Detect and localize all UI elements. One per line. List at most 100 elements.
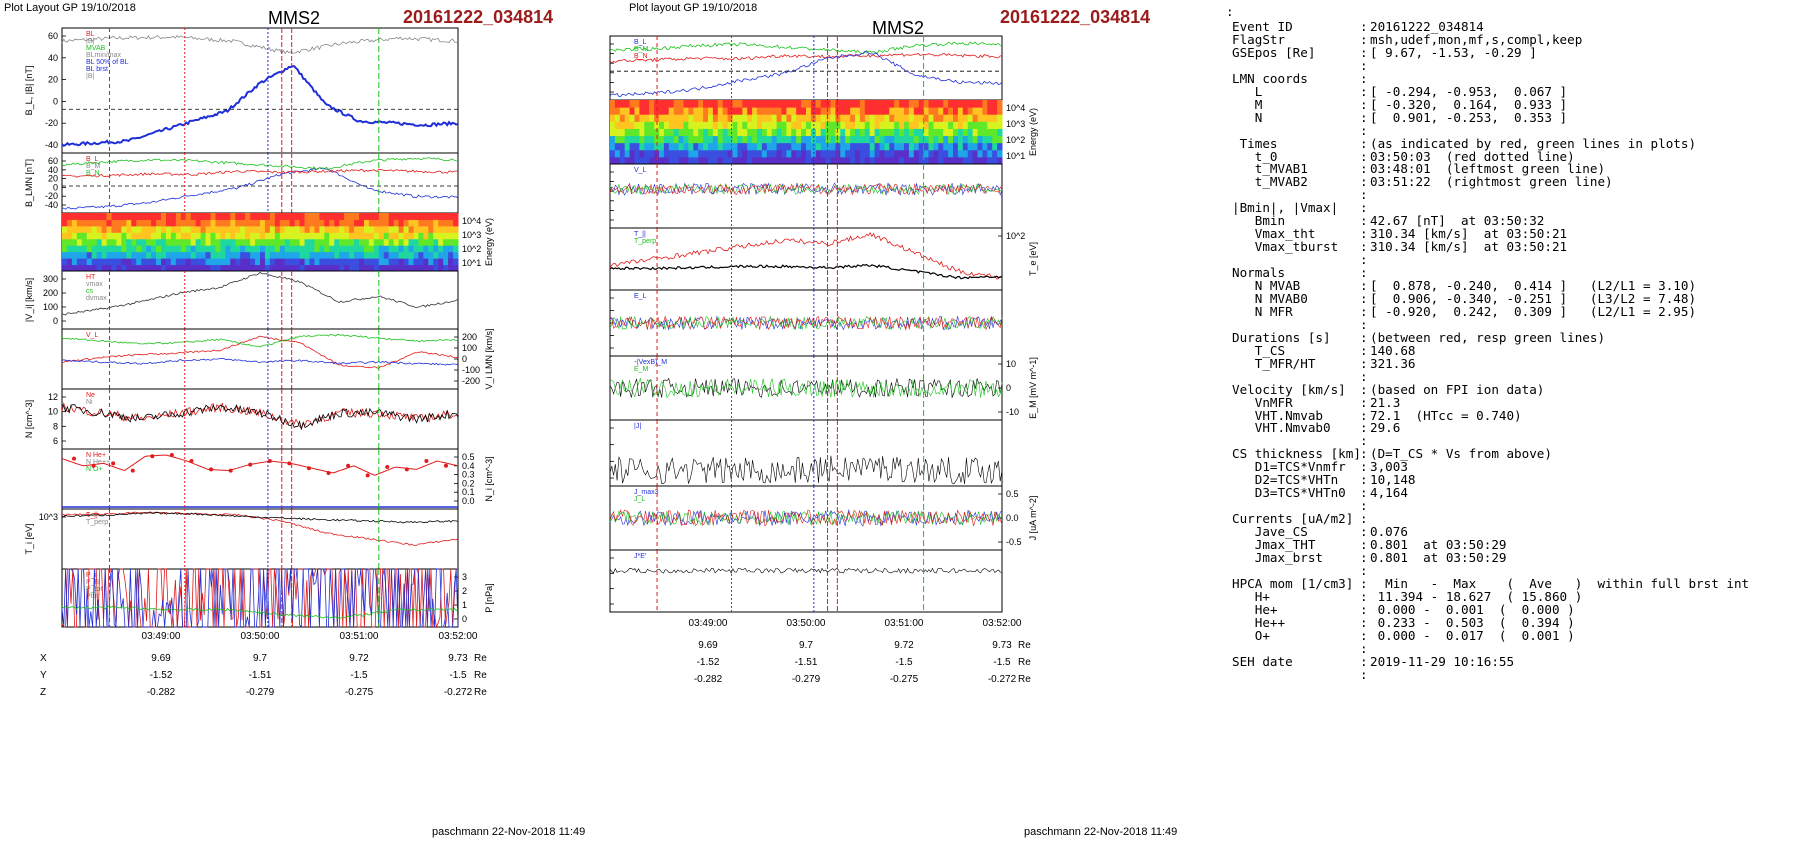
left-heat-cell	[225, 264, 231, 272]
left-heat-cell	[393, 264, 400, 272]
left-heat-cell	[111, 219, 117, 227]
left-ephem-label: X	[40, 653, 47, 664]
left-heat-cell	[151, 219, 157, 227]
mid-heat-cell	[752, 107, 758, 115]
mid-heat-cell	[801, 100, 807, 108]
left-heat-cell	[170, 232, 177, 240]
mid-heat-cell	[913, 156, 920, 165]
mid-heat-cell	[967, 156, 974, 165]
mid-heat-cell	[634, 107, 640, 115]
mid-heat-cell	[923, 156, 929, 165]
mid-heat-cell	[624, 156, 631, 165]
left-heat-cell	[86, 245, 93, 253]
mid-heat-cell	[894, 107, 900, 115]
left-heat-cell	[190, 245, 197, 253]
mid-heat-cell	[801, 107, 807, 115]
left-heat-cell	[443, 219, 449, 227]
mid-series-VeL	[609, 182, 1003, 196]
mid-heat-cell	[830, 135, 836, 144]
info-colon: :	[1360, 109, 1368, 125]
mid-heat-cell	[614, 107, 621, 115]
left-heat-cell	[76, 258, 83, 266]
left-heat-cell	[359, 251, 365, 259]
mid-heat-cell	[757, 100, 763, 108]
left-heat-cell	[240, 245, 246, 253]
left-heat-cell	[289, 245, 296, 253]
mid-heat-cell	[703, 135, 709, 144]
left-heat-cell	[349, 251, 355, 259]
info-colon: :	[1360, 148, 1368, 164]
mid-heat-cell	[732, 156, 738, 165]
mid-heat-cell	[634, 149, 640, 158]
mid-heat-cell	[654, 142, 660, 151]
left-heat-cell	[170, 245, 177, 253]
mid-heat-cell	[825, 121, 831, 129]
mid-heat-cell	[732, 114, 738, 122]
mid-heat-cell	[859, 149, 866, 158]
left-heat-cell	[304, 264, 310, 272]
left-heat-cell	[62, 258, 68, 266]
mid-heat-cell	[747, 121, 753, 129]
left-heat-cell	[413, 219, 419, 227]
mid-heat-cell	[742, 128, 748, 137]
mid-heat-cell	[712, 100, 719, 108]
mid-heat-cell	[840, 107, 846, 115]
left-ytick-label: 0.0	[462, 496, 475, 506]
left-heat-cell	[230, 258, 236, 266]
left-footer: paschmann 22-Nov-2018 11:49	[432, 826, 586, 838]
mid-heat-cell	[830, 114, 836, 122]
info-value: 0.076	[1370, 524, 1408, 540]
mid-heat-cell	[766, 121, 773, 129]
mid-heat-cell	[639, 121, 645, 129]
mid-heat-cell	[810, 135, 817, 144]
mid-heat-cell	[757, 142, 763, 151]
left-series-B_L	[61, 167, 459, 210]
left-heat-cell	[279, 232, 286, 240]
mid-ylabel: T_e [eV]	[1028, 242, 1038, 276]
left-heat-cell	[344, 258, 350, 266]
left-heat-cell	[438, 264, 444, 272]
left-ylabel: P [nPa]	[484, 583, 494, 612]
mid-heat-cell	[619, 128, 626, 137]
left-heat-cell	[309, 245, 315, 253]
mid-heat-cell	[693, 142, 699, 151]
left-heat-cell	[195, 232, 202, 240]
mid-heat-cell	[644, 156, 650, 165]
left-heat-cell	[448, 238, 454, 246]
left-heat-cell	[373, 238, 380, 246]
mid-heat-cell	[859, 135, 866, 144]
left-heat-cell	[363, 219, 370, 227]
mid-heat-cell	[629, 121, 635, 129]
left-heat-cell	[314, 245, 320, 253]
mid-heat-cell	[889, 135, 895, 144]
mid-heat-cell	[928, 149, 934, 158]
mid-heat-cell	[737, 149, 743, 158]
mid-heat-cell	[781, 128, 787, 137]
left-heat-cell	[428, 251, 434, 259]
mid-heat-cell	[727, 107, 733, 115]
left-heat-cell	[121, 238, 127, 246]
left-heat-cell	[339, 213, 345, 220]
info-value: 310.34 [km/s] at 03:50:21	[1370, 239, 1568, 255]
mid-heat-cell	[693, 121, 699, 129]
mid-heat-cell	[708, 142, 714, 151]
left-heat-cell	[146, 225, 152, 233]
left-heat-cell	[106, 245, 112, 253]
mid-heat-cell	[747, 107, 753, 115]
left-heat-cell	[195, 213, 202, 220]
mid-heat-cell	[659, 100, 665, 108]
left-heat-cell	[146, 258, 152, 266]
mid-heat-cell	[786, 121, 792, 129]
left-heat-cell	[116, 213, 122, 220]
info-key: Event ID	[1232, 19, 1293, 34]
mid-heat-cell	[639, 100, 645, 108]
left-ytick-label: 2	[462, 586, 467, 596]
mid-heat-cell	[918, 149, 925, 158]
mid-heat-cell	[712, 142, 719, 151]
left-nhe-point	[385, 465, 390, 469]
info-colon: :	[1360, 485, 1368, 501]
mid-heat-cell	[776, 114, 782, 122]
mid-heat-cell	[722, 114, 729, 122]
left-heat-cell	[121, 258, 127, 266]
